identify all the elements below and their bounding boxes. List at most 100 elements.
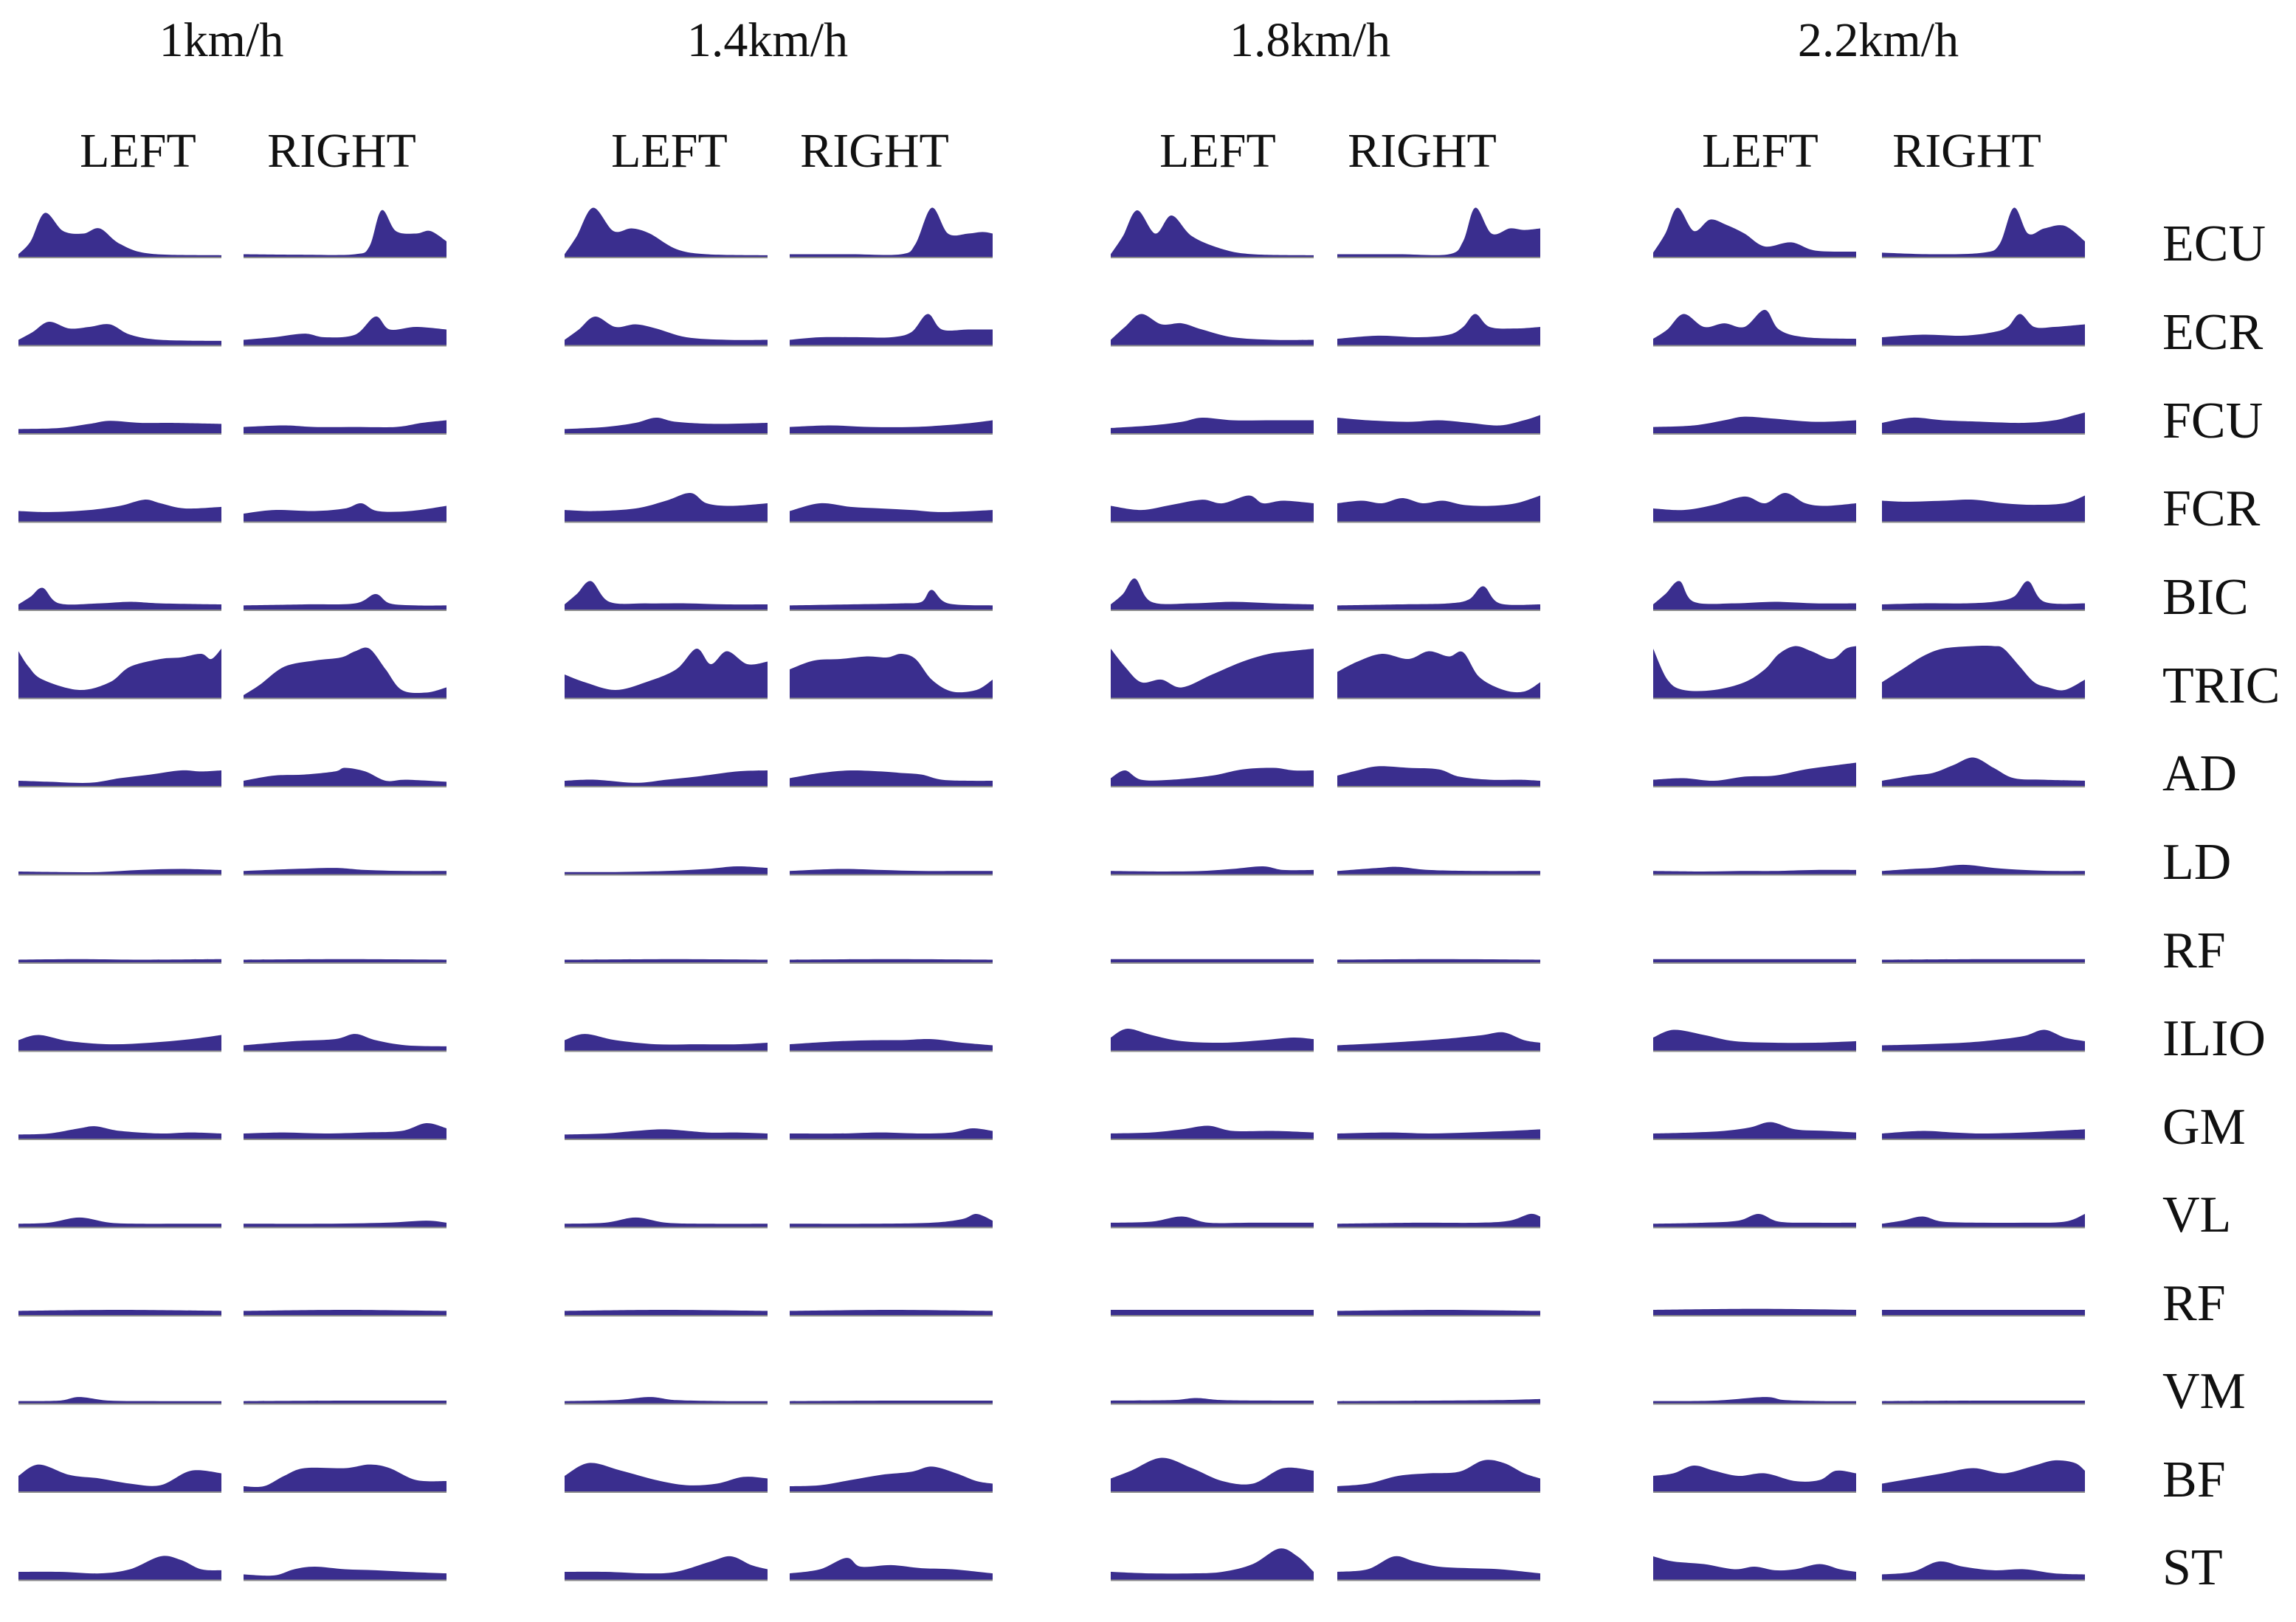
envelope-1km-h-right-gm: [244, 1122, 447, 1139]
envelope-1-8km-h-right-gm: [1337, 1129, 1540, 1139]
envelope-1km-h-right-ad: [244, 767, 447, 786]
envelope-1-8km-h-left-rf: [1111, 1310, 1314, 1315]
envelope-1km-h-left-st: [18, 1556, 221, 1580]
envelope-1-4km-h-right-vm: [790, 1400, 993, 1404]
envelope-1-8km-h-right-ld: [1337, 866, 1540, 874]
envelope-1km-h-left-rf: [18, 1310, 221, 1315]
envelope-1km-h-right-fcr: [244, 503, 447, 522]
envelope-1-8km-h-left-ld: [1111, 866, 1314, 874]
envelope-1-8km-h-left-bf: [1111, 1457, 1314, 1491]
envelope-1-8km-h-left-ecr: [1111, 314, 1314, 345]
envelope-1-4km-h-right-ecr: [790, 314, 993, 345]
envelope-1-8km-h-right-bf: [1337, 1460, 1540, 1491]
envelope-1-4km-h-left-vm: [565, 1397, 768, 1404]
envelope-2-2km-h-left-fcr: [1653, 493, 1856, 522]
muscle-label: BIC: [2162, 569, 2249, 626]
envelope-1-4km-h-right-ilio: [790, 1038, 993, 1051]
envelope-1km-h-left-rf: [18, 959, 221, 962]
speed-label: 1.4km/h: [686, 13, 849, 67]
envelope-2-2km-h-right-rf: [1882, 1310, 2085, 1315]
envelope-1km-h-right-fcu: [244, 420, 447, 433]
envelope-1-4km-h-right-rf: [790, 959, 993, 962]
envelope-1-4km-h-right-ad: [790, 770, 993, 786]
envelope-1-4km-h-left-fcr: [565, 492, 768, 522]
muscle-label: GM: [2162, 1099, 2246, 1156]
envelope-1-8km-h-right-vm: [1337, 1398, 1540, 1404]
envelope-2-2km-h-right-fcr: [1882, 495, 2085, 522]
muscle-label: BF: [2162, 1452, 2226, 1508]
muscle-label: ECR: [2162, 304, 2264, 361]
envelope-1km-h-right-rf: [244, 959, 447, 962]
envelope-2-2km-h-right-ld: [1882, 864, 2085, 874]
envelope-1-4km-h-right-gm: [790, 1128, 993, 1139]
envelope-1km-h-left-ld: [18, 869, 221, 874]
envelope-1-4km-h-right-ecu: [790, 207, 993, 257]
envelope-2-2km-h-right-bf: [1882, 1460, 2085, 1491]
envelope-1-8km-h-right-ecu: [1337, 207, 1540, 257]
envelope-2-2km-h-right-st: [1882, 1561, 2085, 1580]
muscle-label: TRIC: [2162, 658, 2281, 714]
envelope-2-2km-h-left-ilio: [1653, 1029, 1856, 1051]
envelope-1-4km-h-left-gm: [565, 1129, 768, 1139]
side-label-left: LEFT: [1702, 124, 1818, 178]
side-label-right: RIGHT: [800, 124, 949, 178]
envelope-1-4km-h-right-fcr: [790, 503, 993, 522]
muscle-label: FCR: [2162, 480, 2261, 537]
muscle-label: AD: [2162, 745, 2238, 802]
envelope-1-8km-h-left-vm: [1111, 1398, 1314, 1404]
envelope-2-2km-h-left-ecr: [1653, 309, 1856, 345]
envelope-1-4km-h-left-ecu: [565, 207, 768, 257]
envelope-2-2km-h-left-fcu: [1653, 416, 1856, 433]
muscle-label: VM: [2162, 1363, 2246, 1420]
envelope-1-4km-h-left-ilio: [565, 1034, 768, 1051]
envelope-1km-h-left-fcr: [18, 500, 221, 522]
envelope-2-2km-h-right-vm: [1882, 1400, 2085, 1404]
side-label-right: RIGHT: [1348, 124, 1497, 178]
envelope-2-2km-h-left-bf: [1653, 1465, 1856, 1491]
envelope-1km-h-left-fcu: [18, 421, 221, 433]
envelope-1-4km-h-right-ld: [790, 869, 993, 874]
muscle-label: RF: [2162, 922, 2226, 979]
side-label-left: LEFT: [611, 124, 728, 178]
envelope-1km-h-right-ecu: [244, 210, 447, 257]
envelope-1-8km-h-left-vl: [1111, 1216, 1314, 1227]
envelope-2-2km-h-right-ecu: [1882, 207, 2085, 257]
envelope-1-8km-h-right-rf: [1337, 1310, 1540, 1315]
envelope-1-4km-h-left-bic: [565, 581, 768, 610]
envelope-2-2km-h-left-rf: [1653, 1308, 1856, 1315]
envelope-2-2km-h-left-vl: [1653, 1213, 1856, 1227]
envelope-2-2km-h-left-gm: [1653, 1122, 1856, 1139]
envelope-1-8km-h-right-ilio: [1337, 1032, 1540, 1051]
envelope-1km-h-right-tric: [244, 647, 447, 698]
envelope-1km-h-right-bic: [244, 594, 447, 610]
envelope-1-4km-h-left-vl: [565, 1217, 768, 1227]
muscle-label: ILIO: [2162, 1010, 2266, 1067]
envelope-1-4km-h-right-rf: [790, 1310, 993, 1315]
envelope-2-2km-h-right-ad: [1882, 757, 2085, 786]
envelope-2-2km-h-right-gm: [1882, 1129, 2085, 1139]
envelope-1-8km-h-left-st: [1111, 1548, 1314, 1580]
envelope-1-4km-h-left-rf: [565, 1310, 768, 1315]
envelope-1-8km-h-right-fcr: [1337, 495, 1540, 522]
envelope-2-2km-h-right-vl: [1882, 1214, 2085, 1227]
envelope-1-8km-h-left-fcu: [1111, 417, 1314, 433]
envelope-2-2km-h-right-tric: [1882, 646, 2085, 698]
speed-label: 2.2km/h: [1797, 13, 1959, 67]
envelope-1km-h-left-tric: [18, 649, 221, 698]
envelope-1-8km-h-right-vl: [1337, 1213, 1540, 1227]
envelope-1-4km-h-right-fcu: [790, 420, 993, 433]
muscle-label: LD: [2162, 834, 2232, 891]
envelope-1km-h-right-st: [244, 1567, 447, 1580]
envelope-1km-h-left-ecu: [18, 213, 221, 257]
envelope-1-4km-h-left-fcu: [565, 417, 768, 433]
envelope-1-4km-h-left-ld: [565, 866, 768, 874]
envelope-1-8km-h-left-ad: [1111, 767, 1314, 786]
envelope-1km-h-left-vm: [18, 1397, 221, 1404]
envelope-1-8km-h-left-gm: [1111, 1125, 1314, 1139]
envelope-1-8km-h-right-tric: [1337, 651, 1540, 698]
envelope-1km-h-left-ecr: [18, 321, 221, 345]
envelope-1-4km-h-right-vl: [790, 1213, 993, 1227]
envelope-1km-h-right-ld: [244, 868, 447, 874]
envelope-2-2km-h-left-ecu: [1653, 207, 1856, 257]
